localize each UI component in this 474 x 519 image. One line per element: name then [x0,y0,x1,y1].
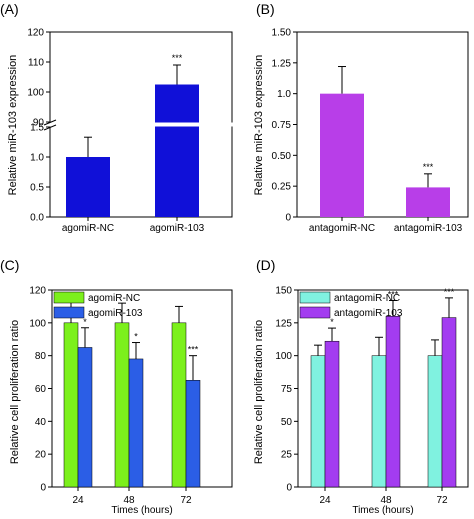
panel-c-ytick-label: 20 [35,450,47,461]
panel-d-ytick-label: 125 [275,318,292,329]
panel-c-ylabel: Relative cell proliferation ratio [9,320,21,464]
panel-c-ytick-label: 40 [35,417,47,428]
panel-c-ytick-label: 80 [35,351,47,362]
panel-label-a: (A) [0,1,19,17]
bar-agomir-nc-24 [63,322,79,488]
legend-swatch-agomir-103 [53,306,85,319]
panel-b-xtick-label: antagomiR-103 [394,223,463,234]
panel-d-xtick-label: 72 [436,495,448,506]
legend-label-antagomir-103: antagomiR-103 [334,308,403,319]
bar-agomir-nc-48 [114,322,130,488]
panel-b-xtick-label: antagomiR-NC [309,223,375,234]
panel-label-c: (C) [0,257,19,273]
panel-label-b: (B) [256,1,275,17]
panel-a-xtick-label: agomiR-103 [150,223,205,234]
bar-antagomir-103-48 [385,316,401,488]
panel-a-lower-ytick-label: 0.5 [30,183,44,194]
axis-break-gap [44,122,238,127]
panel-c-ytick-label: 60 [35,384,47,395]
panel-b-ytick-label: 1.25 [272,58,292,69]
panel-b-ytick-label: 0.50 [272,151,292,162]
panel-a-ylabel: Relative miR-103 expression [7,55,19,196]
panel-c-ytick-label: 0 [40,483,46,494]
panel-c-xtick-label: 72 [180,495,192,506]
panel-b-ylabel: Relative miR-103 expression [253,55,265,196]
panel-b-ytick-label: 0 [285,213,291,224]
panel-b-ytick-label: 1.50 [272,28,292,39]
panel-d-ylabel: Relative cell proliferation ratio [253,320,265,464]
legend-swatch-agomir-nc [53,291,85,304]
panel-a-xtick-label: agomiR-NC [62,223,114,234]
panel-c-xtick-label: 24 [72,495,84,506]
bar-agomir-103-48 [128,358,144,488]
bar-antagomir-nc [320,93,364,217]
panel-a-upper-ytick-label: 110 [28,58,44,69]
bar-antagomir-103-24 [324,340,340,488]
bar-antagomir-nc-72 [427,355,443,488]
panel-c-xlabel: Times (hours) [111,505,172,516]
panel-d-ytick-label: 50 [281,417,293,428]
panel-a-upper-ytick-label: 120 [27,28,44,39]
legend-swatch-antagomir-103 [299,306,331,319]
panel-a-lower-ytick-label: 0.0 [30,213,44,224]
panel-b-ytick-label: 0.75 [272,120,292,131]
bar-antagomir-nc-48 [371,355,387,488]
significance-antagomir-103: *** [423,162,434,172]
legend-label-antagomir-nc: antagomiR-NC [334,293,400,304]
panel-b-ytick-label: 1.0 [277,89,291,100]
panel-a-lower-ytick-label: 1.5 [30,123,44,134]
panel-a-upper-ytick-label: 100 [27,88,44,99]
significance-agomir-103: *** [172,53,183,63]
significance-antagomir-103-72: *** [444,287,455,297]
bar-agomir-103 [155,84,199,217]
panel-d-ytick-label: 75 [281,384,293,395]
significance-agomir-103-48: * [134,332,138,342]
bar-agomir-103-72 [185,380,201,488]
bar-agomir-nc-72 [171,322,187,488]
bar-agomir-nc [66,157,110,217]
panel-a-upper-ytick-label: 90 [33,118,45,129]
panel-d-ytick-label: 150 [275,286,292,297]
bar-antagomir-103 [406,187,450,217]
legend-label-agomir-103: agomiR-103 [88,308,143,319]
bar-agomir-103-24 [77,347,93,488]
panel-d-xtick-label: 48 [380,495,392,506]
panel-a-lower-ytick-label: 1.0 [30,153,44,164]
significance-antagomir-103-24: * [330,317,334,327]
bar-antagomir-nc-24 [310,355,326,488]
panel-d-xtick-label: 24 [319,495,331,506]
significance-agomir-103-72: *** [188,345,199,355]
significance-agomir-103-24: * [83,317,87,327]
legend-swatch-antagomir-nc [299,291,331,304]
panel-d-ytick-label: 100 [275,351,292,362]
panel-d-ytick-label: 25 [281,450,293,461]
panel-d-ytick-label: 0 [286,483,292,494]
panel-c-xtick-label: 48 [123,495,135,506]
panel-label-d: (D) [256,257,275,273]
panel-b-ytick-label: 0.25 [272,182,292,193]
panel-c-ytick-label: 120 [29,286,46,297]
significance-antagomir-103-48: *** [388,290,399,300]
panel-c-ytick-label: 100 [29,318,46,329]
bar-antagomir-103-72 [441,317,457,488]
legend-label-agomir-nc: agomiR-NC [88,293,140,304]
panel-d-xlabel: Times (hours) [352,505,413,516]
